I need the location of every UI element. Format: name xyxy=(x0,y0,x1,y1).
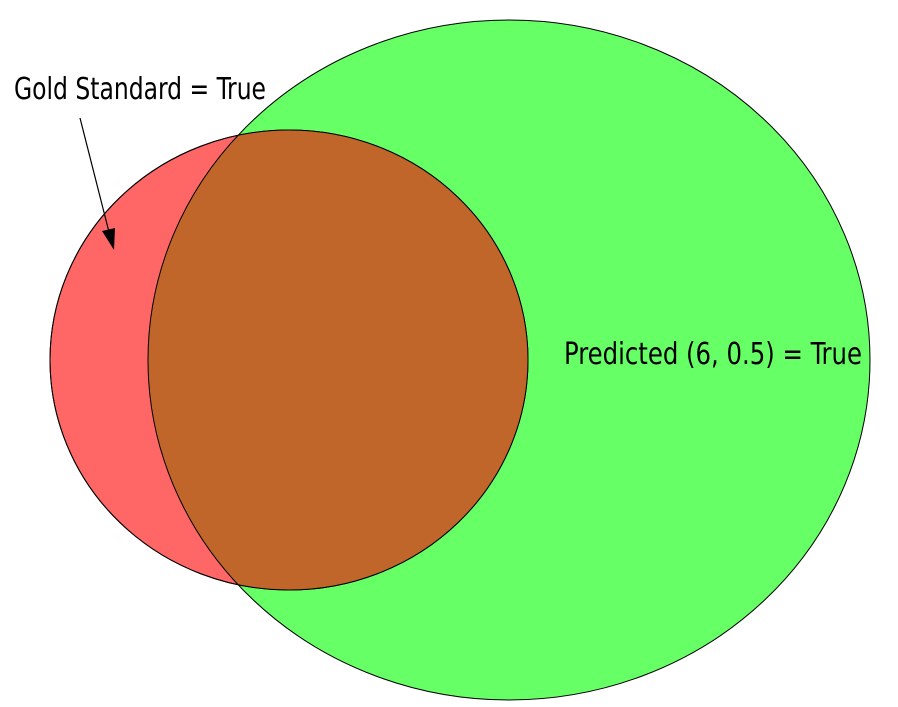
gold-standard-label: Gold Standard = True xyxy=(14,72,266,107)
arrow-icon xyxy=(79,117,115,250)
predicted-outline-in-overlap xyxy=(147,130,528,590)
gold-standard-outline xyxy=(49,129,529,591)
overlap-region xyxy=(148,130,528,590)
predicted-label: Predicted (6, 0.5) = True xyxy=(564,337,862,372)
